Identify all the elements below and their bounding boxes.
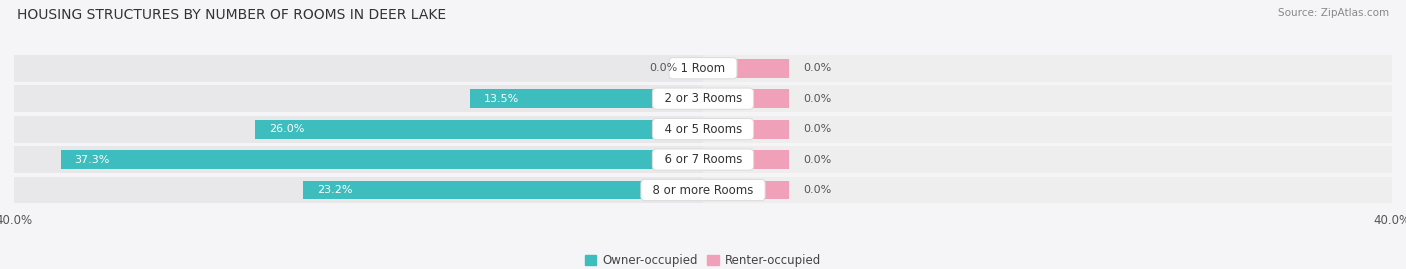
Bar xyxy=(60,150,703,169)
Bar xyxy=(703,116,1392,143)
Text: 0.0%: 0.0% xyxy=(803,155,831,165)
Bar xyxy=(14,85,703,112)
Text: 37.3%: 37.3% xyxy=(75,155,110,165)
Bar xyxy=(703,55,1392,82)
Bar xyxy=(703,150,789,169)
Text: 13.5%: 13.5% xyxy=(484,94,519,104)
Bar xyxy=(256,120,703,139)
Text: 0.0%: 0.0% xyxy=(803,94,831,104)
Text: 26.0%: 26.0% xyxy=(269,124,304,134)
Bar xyxy=(703,59,789,78)
Bar xyxy=(471,89,703,108)
Bar xyxy=(703,177,1392,203)
Bar xyxy=(703,89,789,108)
Bar xyxy=(703,146,1392,173)
Text: 2 or 3 Rooms: 2 or 3 Rooms xyxy=(657,92,749,105)
Text: 23.2%: 23.2% xyxy=(318,185,353,195)
Text: 6 or 7 Rooms: 6 or 7 Rooms xyxy=(657,153,749,166)
Text: 0.0%: 0.0% xyxy=(803,124,831,134)
Text: 0.0%: 0.0% xyxy=(803,63,831,73)
Text: HOUSING STRUCTURES BY NUMBER OF ROOMS IN DEER LAKE: HOUSING STRUCTURES BY NUMBER OF ROOMS IN… xyxy=(17,8,446,22)
Text: 1 Room: 1 Room xyxy=(673,62,733,75)
Text: 8 or more Rooms: 8 or more Rooms xyxy=(645,183,761,197)
Bar xyxy=(14,116,703,143)
Text: 0.0%: 0.0% xyxy=(803,185,831,195)
Legend: Owner-occupied, Renter-occupied: Owner-occupied, Renter-occupied xyxy=(579,249,827,269)
Bar xyxy=(14,55,703,82)
Bar xyxy=(14,146,703,173)
Bar xyxy=(703,180,789,200)
Text: Source: ZipAtlas.com: Source: ZipAtlas.com xyxy=(1278,8,1389,18)
Bar xyxy=(703,85,1392,112)
Bar xyxy=(304,180,703,200)
Text: 0.0%: 0.0% xyxy=(650,63,678,73)
Bar xyxy=(14,177,703,203)
Bar xyxy=(703,120,789,139)
Text: 4 or 5 Rooms: 4 or 5 Rooms xyxy=(657,123,749,136)
